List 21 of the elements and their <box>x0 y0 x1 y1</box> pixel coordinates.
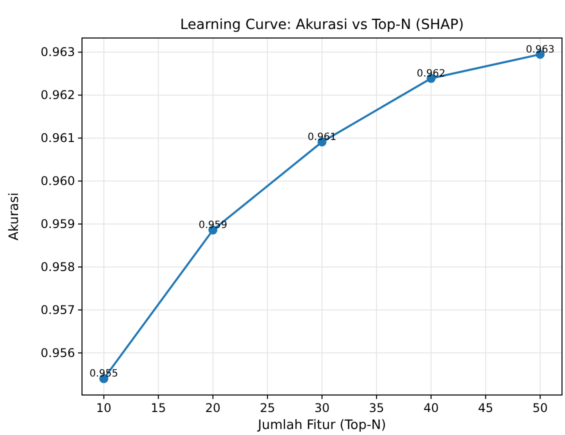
x-tick-label: 30 <box>314 401 330 415</box>
y-tick-label: 0.960 <box>40 174 75 188</box>
data-label: 0.963 <box>526 44 554 56</box>
chart-title: Learning Curve: Akurasi vs Top-N (SHAP) <box>180 17 464 33</box>
x-tick-label: 10 <box>96 401 112 415</box>
y-tick-label: 0.956 <box>40 346 75 360</box>
y-tick-label: 0.961 <box>40 131 75 146</box>
x-tick-label: 20 <box>205 401 221 415</box>
y-axis-title: Akurasi <box>7 192 22 240</box>
x-tick-label: 50 <box>532 401 548 415</box>
y-tick-label: 0.957 <box>40 302 75 317</box>
y-tick-label: 0.962 <box>40 88 75 102</box>
y-tick-label: 0.958 <box>40 260 75 274</box>
x-tick-label: 40 <box>423 401 439 415</box>
y-tick-label: 0.959 <box>40 217 75 232</box>
x-axis-title: Jumlah Fitur (Top-N) <box>256 418 386 433</box>
y-tick-label: 0.963 <box>40 45 75 60</box>
x-tick-label: 35 <box>368 401 384 415</box>
x-tick-label: 25 <box>260 401 276 415</box>
x-tick-label: 15 <box>150 401 166 415</box>
x-tick-label: 45 <box>478 401 494 415</box>
